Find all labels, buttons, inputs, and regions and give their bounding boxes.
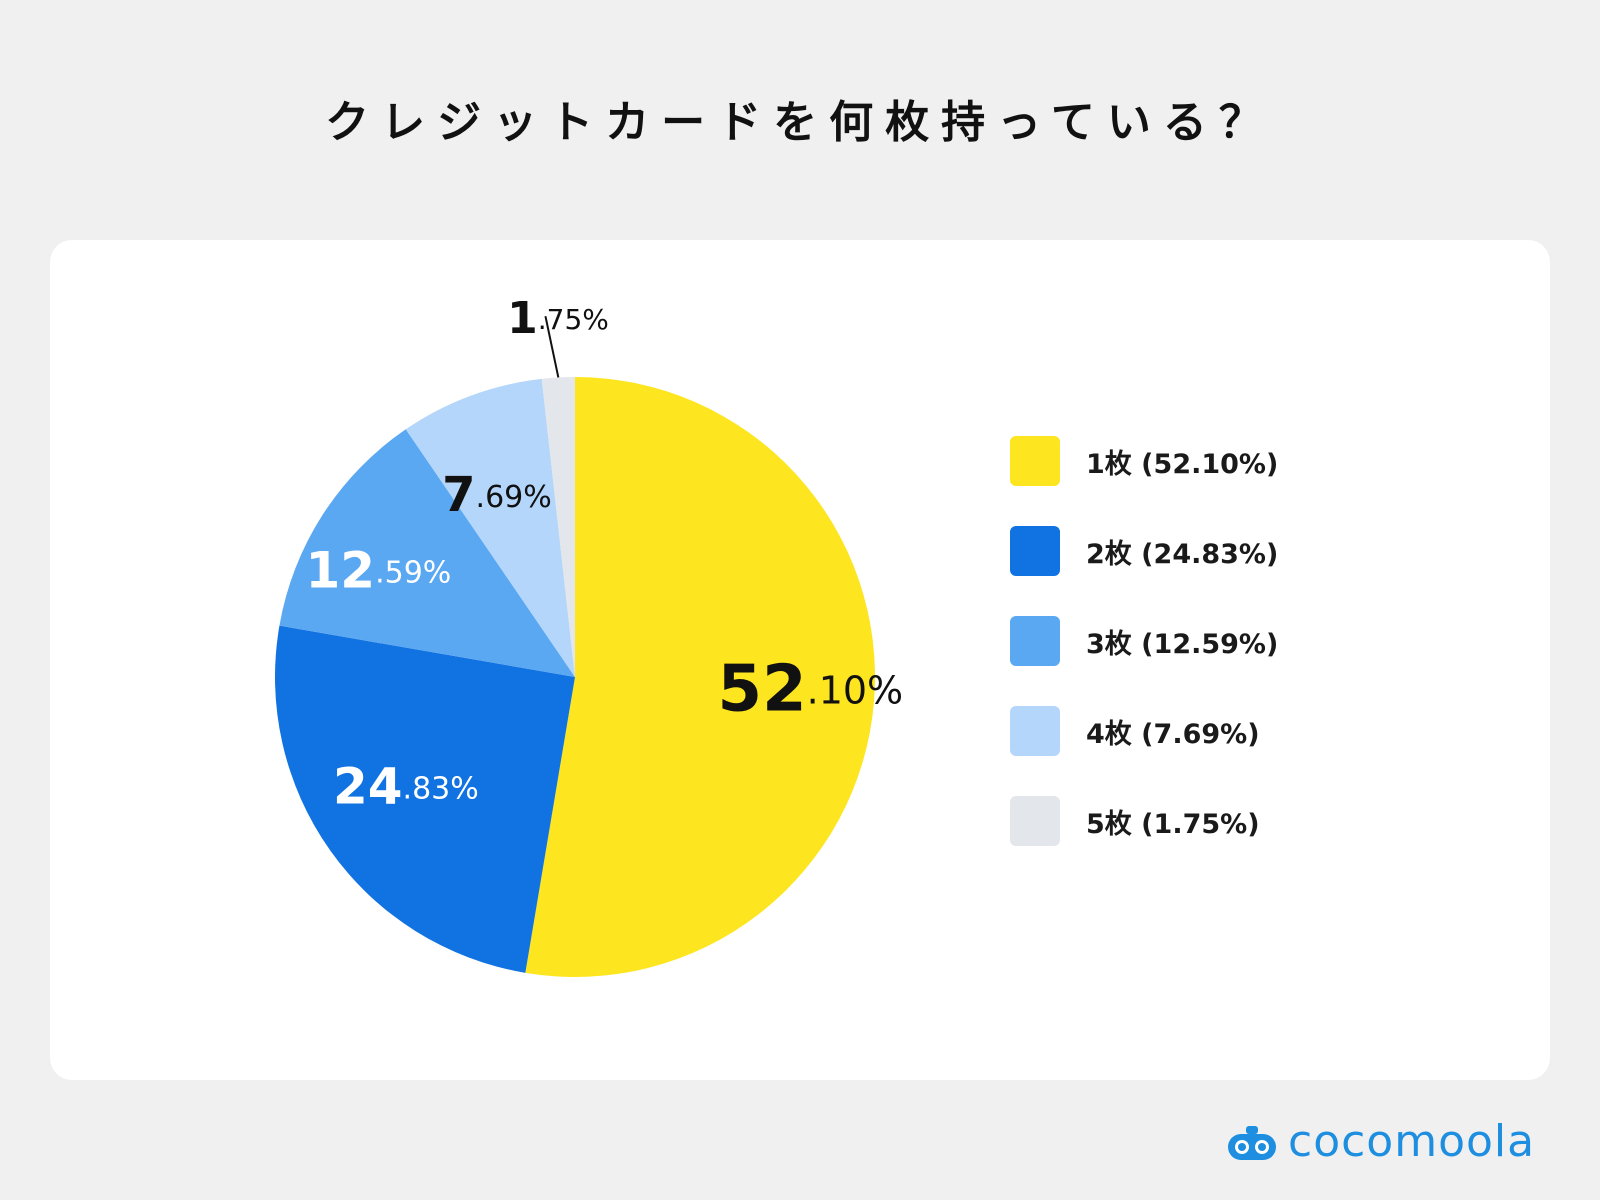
slice-label-3: 12.59% <box>305 541 451 599</box>
legend: 1枚 (52.10%) 2枚 (24.83%) 3枚 (12.59%) 4枚 (… <box>1010 436 1278 886</box>
pie-slice-1 <box>525 377 875 977</box>
legend-label-5: 5枚 (1.75%) <box>1086 808 1260 840</box>
legend-item-1: 1枚 (52.10%) <box>1010 436 1278 486</box>
legend-swatch-1 <box>1010 436 1060 486</box>
logo-icon <box>1228 1125 1276 1160</box>
legend-swatch-5 <box>1010 796 1060 846</box>
slice-label-4: 7.69% <box>442 467 552 523</box>
legend-item-2: 2枚 (24.83%) <box>1010 526 1278 576</box>
legend-swatch-4 <box>1010 706 1060 756</box>
legend-label-4: 4枚 (7.69%) <box>1086 718 1260 750</box>
pie-slice-4 <box>405 378 575 677</box>
pie-slice-2 <box>275 625 575 973</box>
legend-item-3: 3枚 (12.59%) <box>1010 616 1278 666</box>
logo-text: cocomoola <box>1288 1116 1536 1167</box>
slice-label-2: 24.83% <box>333 757 479 815</box>
legend-label-1: 1枚 (52.10%) <box>1086 448 1279 480</box>
legend-swatch-3 <box>1010 616 1060 666</box>
legend-item-4: 4枚 (7.69%) <box>1010 706 1278 756</box>
slice-label-1: 52.10% <box>718 652 904 726</box>
slice-label-5: 1.75% <box>507 293 609 344</box>
legend-item-5: 5枚 (1.75%) <box>1010 796 1278 846</box>
chart-title: クレジットカードを何枚持っている？ <box>325 97 1275 148</box>
leader-line-5 <box>544 316 560 378</box>
legend-swatch-2 <box>1010 526 1060 576</box>
cocomoola-logo: cocomoola <box>1226 1116 1535 1167</box>
pie-slice-3 <box>279 429 575 677</box>
legend-label-2: 2枚 (24.83%) <box>1086 538 1279 570</box>
pie-slice-5 <box>541 377 575 677</box>
legend-label-3: 3枚 (12.59%) <box>1086 628 1279 660</box>
